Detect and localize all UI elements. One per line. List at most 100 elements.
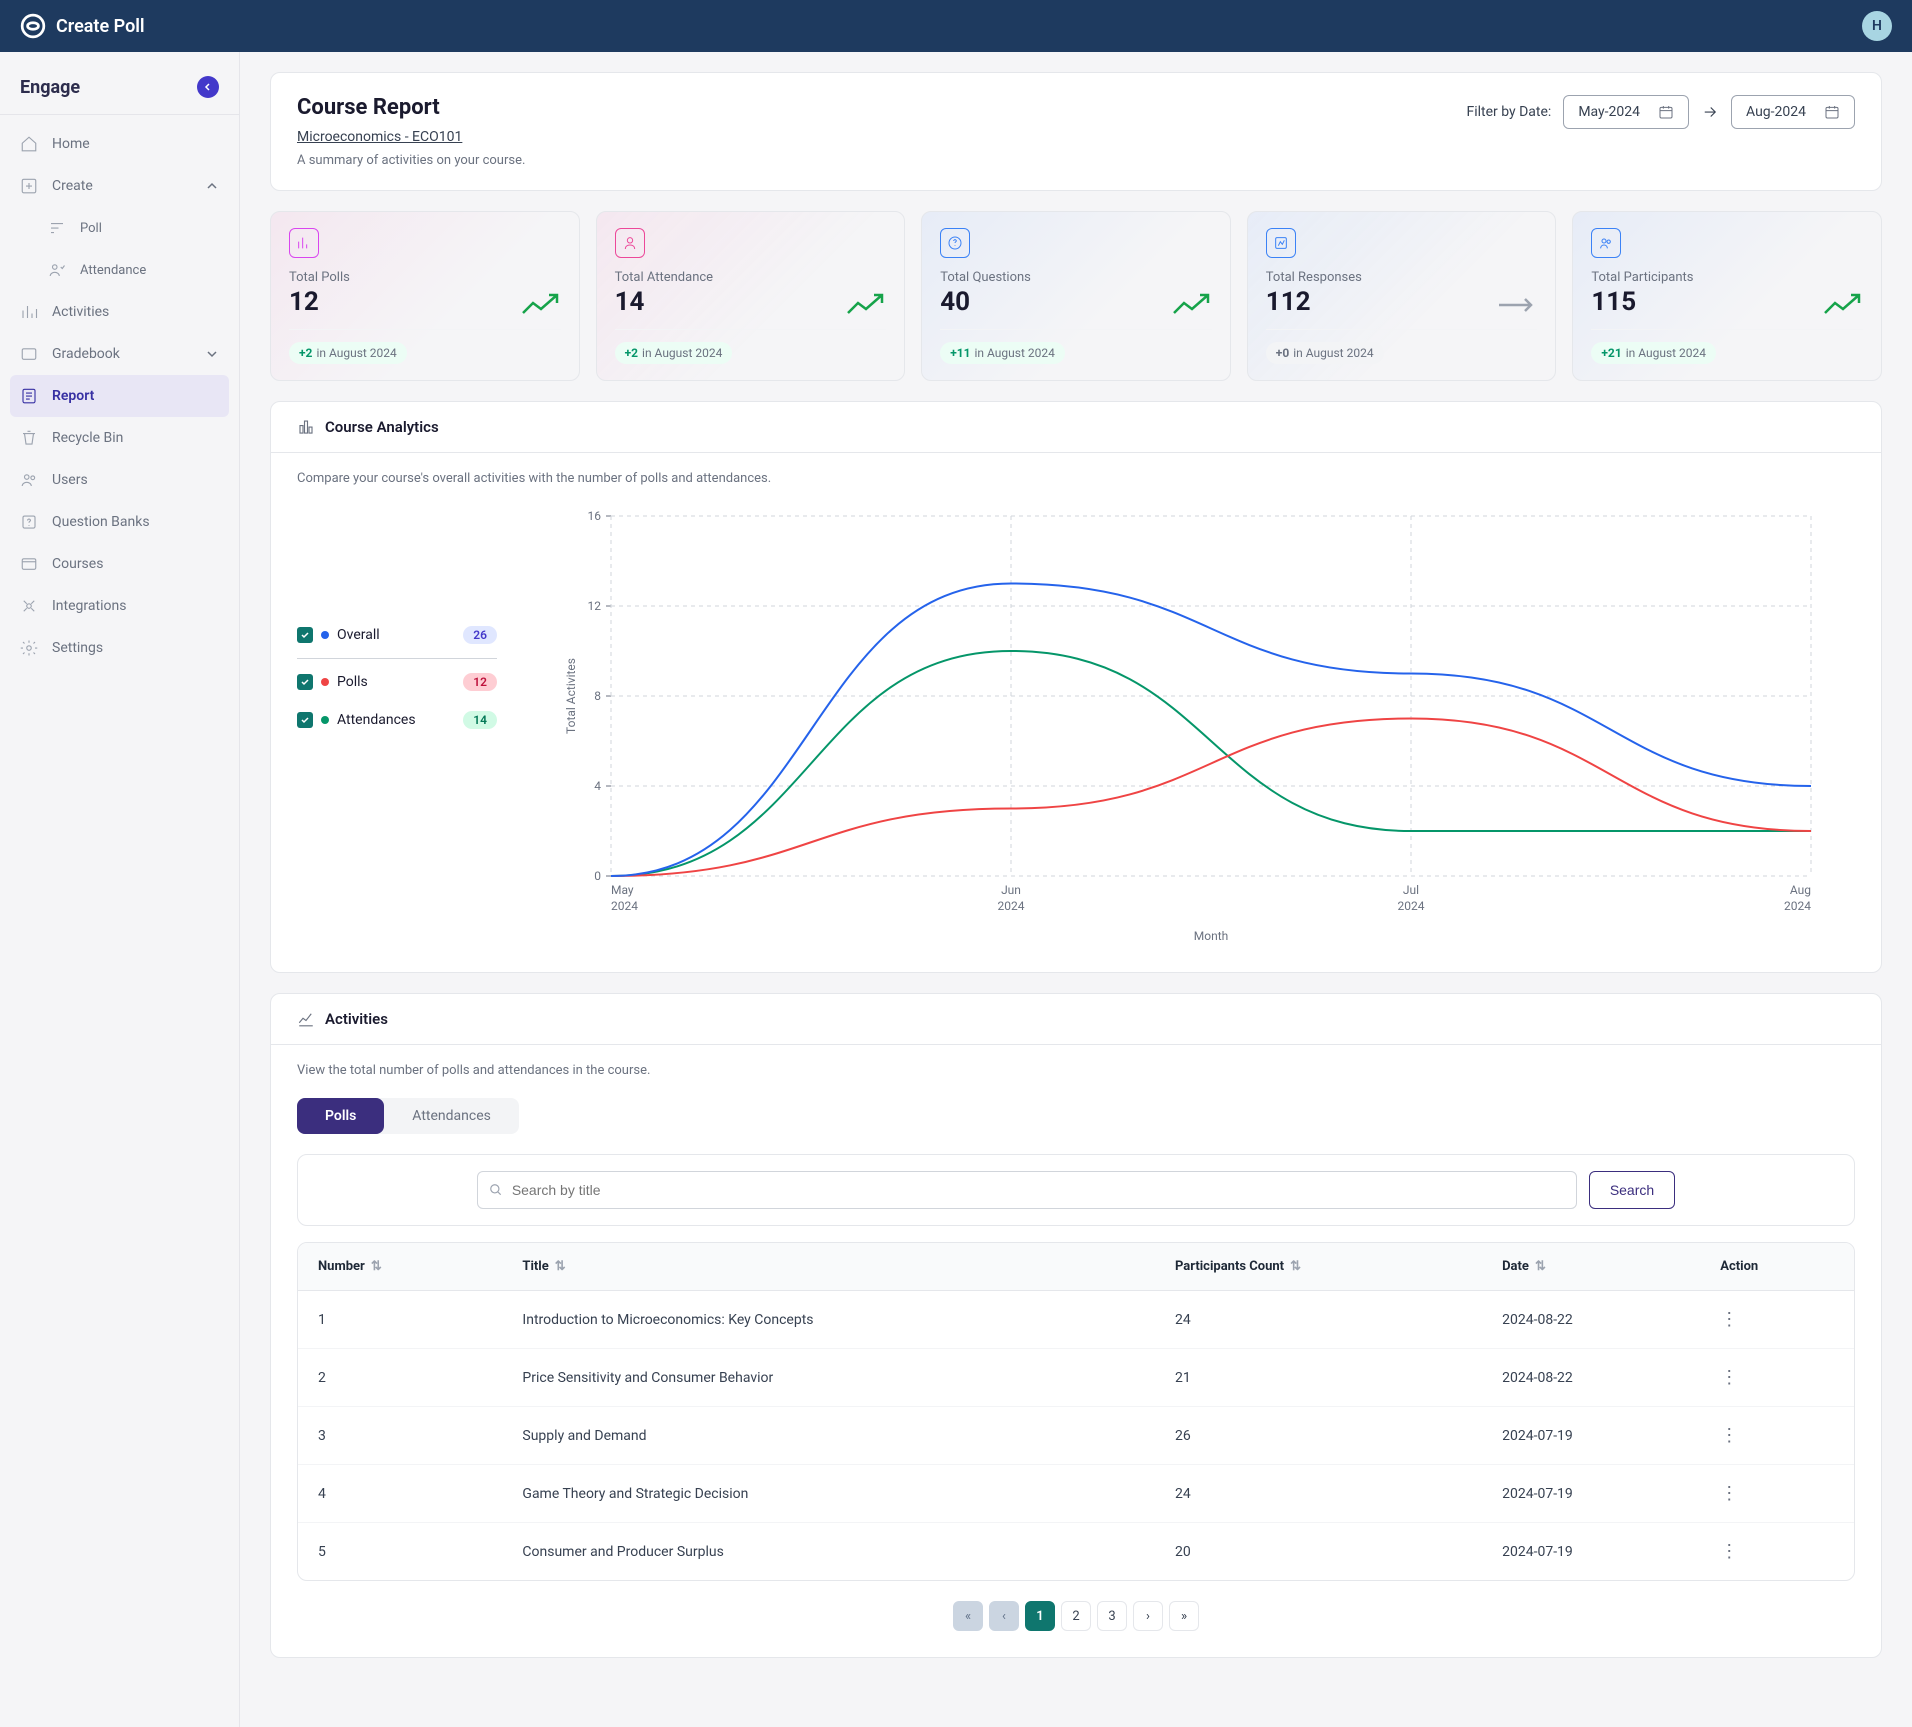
collapse-sidebar-button[interactable]	[197, 76, 219, 98]
summary-text: A summary of activities on your course.	[297, 153, 525, 168]
line-chart: 0481216May2024Jun2024Jul2024Aug2024Total…	[527, 506, 1855, 950]
sidebar-item-settings[interactable]: Settings	[0, 627, 239, 669]
date-to-picker[interactable]: Aug-2024	[1731, 95, 1855, 129]
stat-value: 112	[1266, 287, 1362, 317]
search-input[interactable]	[477, 1171, 1577, 1209]
legend-label: Overall	[337, 627, 380, 643]
table-row: 4 Game Theory and Strategic Decision 24 …	[298, 1465, 1854, 1523]
page-last-button[interactable]: »	[1169, 1601, 1199, 1631]
sidebar-item-home[interactable]: Home	[0, 123, 239, 165]
stat-label: Total Questions	[940, 270, 1031, 285]
stat-row: Total Polls 12 +2 in August 2024 Total A…	[270, 211, 1882, 381]
sidebar-item-recyclebin[interactable]: Recycle Bin	[0, 417, 239, 459]
activities-card: Activities View the total number of poll…	[270, 993, 1882, 1658]
stat-label: Total Polls	[289, 270, 350, 285]
date-from-value: May-2024	[1578, 104, 1640, 120]
svg-text:16: 16	[588, 509, 602, 523]
stat-label: Total Participants	[1591, 270, 1693, 285]
row-actions-button[interactable]: ⋮	[1720, 1309, 1738, 1330]
cell-date: 2024-07-19	[1482, 1523, 1700, 1581]
stat-value: 40	[940, 287, 1031, 317]
chevron-up-icon	[205, 179, 219, 193]
arrow-right-icon	[1701, 103, 1719, 121]
question-icon	[20, 513, 38, 531]
search-row: Search	[297, 1154, 1855, 1226]
svg-text:4: 4	[594, 779, 601, 793]
courses-icon	[20, 555, 38, 573]
sidebar-item-questionbanks[interactable]: Question Banks	[0, 501, 239, 543]
cell-title: Supply and Demand	[502, 1407, 1155, 1465]
legend-item-overall[interactable]: Overall 26	[297, 616, 497, 659]
sidebar-item-gradebook[interactable]: Gradebook	[0, 333, 239, 375]
cell-count: 24	[1155, 1465, 1482, 1523]
date-from-picker[interactable]: May-2024	[1563, 95, 1689, 129]
cell-title: Price Sensitivity and Consumer Behavior	[502, 1349, 1155, 1407]
calendar-icon	[1658, 104, 1674, 120]
row-actions-button[interactable]: ⋮	[1720, 1425, 1738, 1446]
table-row: 5 Consumer and Producer Surplus 20 2024-…	[298, 1523, 1854, 1581]
row-actions-button[interactable]: ⋮	[1720, 1483, 1738, 1504]
activities-table: Number⇅Title⇅Participants Count⇅Date⇅Act…	[297, 1242, 1855, 1581]
cell-date: 2024-08-22	[1482, 1349, 1700, 1407]
checkbox-icon	[297, 627, 313, 643]
trend-flat-icon	[1497, 293, 1537, 317]
stat-icon	[940, 228, 970, 258]
sidebar-item-poll[interactable]: Poll	[0, 207, 239, 249]
legend-item-attendances[interactable]: Attendances 14	[297, 701, 497, 739]
table-header[interactable]: Date⇅	[1482, 1243, 1700, 1291]
avatar[interactable]: H	[1862, 11, 1892, 41]
cell-number: 5	[298, 1523, 502, 1581]
svg-text:12: 12	[588, 599, 602, 613]
sidebar-item-label: Gradebook	[52, 346, 120, 362]
svg-text:2024: 2024	[1784, 899, 1811, 913]
sidebar-item-activities[interactable]: Activities	[0, 291, 239, 333]
page-1-button[interactable]: 1	[1025, 1601, 1055, 1631]
sidebar-item-attendance[interactable]: Attendance	[0, 249, 239, 291]
search-button[interactable]: Search	[1589, 1171, 1675, 1209]
page-2-button[interactable]: 2	[1061, 1601, 1091, 1631]
topbar: Create Poll H	[0, 0, 1912, 52]
sidebar-item-users[interactable]: Users	[0, 459, 239, 501]
analytics-desc: Compare your course's overall activities…	[297, 471, 1855, 486]
stat-value: 14	[615, 287, 713, 317]
page-next-button[interactable]: ›	[1133, 1601, 1163, 1631]
sidebar-item-label: Question Banks	[52, 514, 150, 530]
stat-badge: +2 in August 2024	[289, 342, 407, 364]
sidebar-item-create[interactable]: Create	[0, 165, 239, 207]
cell-number: 2	[298, 1349, 502, 1407]
table-header[interactable]: Action	[1700, 1243, 1854, 1291]
row-actions-button[interactable]: ⋮	[1720, 1367, 1738, 1388]
table-header[interactable]: Number⇅	[298, 1243, 502, 1291]
tab-polls[interactable]: Polls	[297, 1098, 384, 1134]
row-actions-button[interactable]: ⋮	[1720, 1541, 1738, 1562]
cell-number: 1	[298, 1291, 502, 1349]
legend-count: 26	[463, 626, 497, 644]
topbar-brand[interactable]: Create Poll	[20, 13, 145, 39]
course-link[interactable]: Microeconomics - ECO101	[297, 129, 462, 145]
page-prev-button[interactable]: ‹	[989, 1601, 1019, 1631]
stat-icon	[289, 228, 319, 258]
calendar-icon	[1824, 104, 1840, 120]
tab-attendances[interactable]: Attendances	[384, 1098, 519, 1134]
legend-item-polls[interactable]: Polls 12	[297, 663, 497, 701]
page-3-button[interactable]: 3	[1097, 1601, 1127, 1631]
sidebar-item-integrations[interactable]: Integrations	[0, 585, 239, 627]
home-icon	[20, 135, 38, 153]
page-first-button[interactable]: «	[953, 1601, 983, 1631]
activities-desc: View the total number of polls and atten…	[297, 1063, 1855, 1078]
legend-label: Attendances	[337, 712, 416, 728]
sidebar-item-report[interactable]: Report	[10, 375, 229, 417]
table-header[interactable]: Participants Count⇅	[1155, 1243, 1482, 1291]
sidebar-item-label: Integrations	[52, 598, 126, 614]
sidebar-item-label: Create	[52, 178, 93, 194]
recycle-icon	[20, 429, 38, 447]
stat-card: Total Questions 40 +11 in August 2024	[921, 211, 1231, 381]
sidebar-item-label: Settings	[52, 640, 103, 656]
sidebar-item-courses[interactable]: Courses	[0, 543, 239, 585]
svg-text:May: May	[611, 883, 634, 897]
trend-up-icon	[1823, 293, 1863, 317]
sidebar-item-label: Courses	[52, 556, 103, 572]
checkbox-icon	[297, 674, 313, 690]
table-header[interactable]: Title⇅	[502, 1243, 1155, 1291]
users-icon	[20, 471, 38, 489]
